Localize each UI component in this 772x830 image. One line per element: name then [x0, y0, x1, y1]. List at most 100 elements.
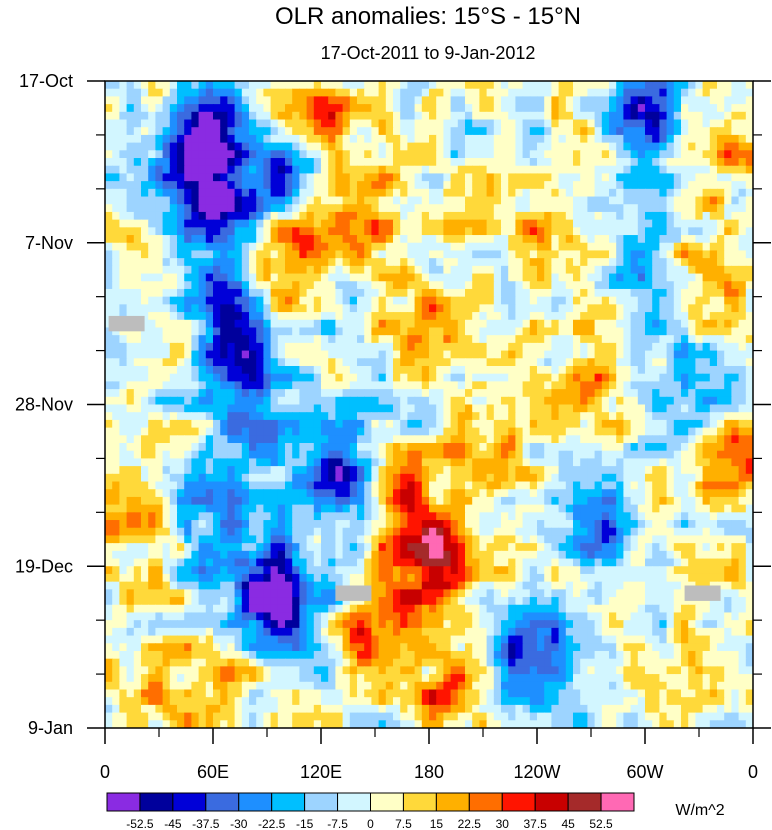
anomaly-cell: [285, 273, 293, 282]
anomaly-cell: [472, 396, 480, 406]
anomaly-cell: [695, 427, 704, 436]
anomaly-cell: [285, 265, 293, 275]
anomaly-cell: [220, 496, 228, 506]
anomaly-cell: [429, 258, 437, 267]
anomaly-cell: [421, 365, 430, 375]
anomaly-cell: [443, 273, 452, 282]
anomaly-cell: [673, 258, 682, 267]
anomaly-cell: [486, 165, 495, 175]
anomaly-cell: [731, 219, 740, 228]
anomaly-cell: [162, 196, 171, 205]
anomaly-cell: [529, 88, 538, 97]
anomaly-cell: [357, 312, 365, 321]
anomaly-cell: [501, 173, 509, 182]
anomaly-cell: [126, 127, 135, 136]
anomaly-cell: [126, 373, 135, 382]
anomaly-cell: [616, 81, 624, 90]
anomaly-cell: [436, 81, 444, 90]
anomaly-cell: [220, 473, 228, 483]
anomaly-cell: [450, 188, 459, 198]
anomaly-cell: [565, 242, 574, 252]
anomaly-cell: [328, 158, 336, 167]
anomaly-cell: [529, 134, 538, 144]
anomaly-cell: [162, 327, 171, 336]
anomaly-cell: [616, 481, 624, 490]
anomaly-cell: [249, 158, 257, 167]
anomaly-cell: [342, 173, 351, 182]
anomaly-cell: [637, 81, 646, 90]
anomaly-cell: [328, 412, 336, 421]
anomaly-cell: [414, 104, 423, 113]
anomaly-cell: [184, 496, 192, 506]
anomaly-cell: [249, 404, 257, 413]
anomaly-cell: [177, 435, 185, 444]
anomaly-cell: [112, 273, 120, 282]
anomaly-cell: [155, 242, 164, 252]
anomaly-cell: [313, 450, 322, 460]
anomaly-cell: [220, 342, 228, 352]
anomaly-cell: [213, 104, 221, 113]
anomaly-cell: [637, 489, 646, 498]
anomaly-cell: [623, 319, 632, 329]
anomaly-cell: [486, 242, 495, 252]
anomaly-cell: [349, 181, 358, 190]
anomaly-cell: [241, 165, 250, 175]
anomaly-cell: [551, 296, 560, 305]
anomaly-cell: [313, 204, 322, 213]
anomaly-cell: [616, 127, 624, 136]
anomaly-cell: [695, 373, 704, 382]
anomaly-cell: [731, 227, 740, 236]
anomaly-cell: [637, 211, 646, 221]
anomaly-cell: [745, 173, 753, 182]
anomaly-cell: [515, 288, 524, 298]
anomaly-cell: [515, 312, 524, 321]
anomaly-cell: [249, 319, 257, 329]
anomaly-cell: [429, 473, 437, 483]
anomaly-cell: [457, 458, 466, 467]
anomaly-cell: [141, 181, 149, 190]
anomaly-cell: [299, 458, 308, 467]
anomaly-cell: [609, 481, 617, 490]
anomaly-cell: [184, 319, 192, 329]
anomaly-cell: [393, 335, 401, 344]
anomaly-cell: [342, 142, 351, 151]
anomaly-cell: [141, 165, 149, 175]
anomaly-cell: [371, 188, 380, 198]
anomaly-cell: [385, 173, 394, 182]
anomaly-cell: [544, 312, 552, 321]
anomaly-cell: [673, 127, 682, 136]
anomaly-cell: [198, 104, 207, 113]
anomaly-cell: [191, 342, 200, 352]
anomaly-cell: [371, 435, 380, 444]
anomaly-cell: [501, 381, 509, 390]
anomaly-cell: [364, 296, 372, 305]
anomaly-cell: [695, 489, 704, 498]
anomaly-cell: [414, 450, 423, 460]
anomaly-cell: [738, 473, 747, 483]
anomaly-cell: [213, 489, 221, 498]
anomaly-cell: [587, 458, 596, 467]
anomaly-cell: [515, 481, 524, 490]
anomaly-cell: [609, 296, 617, 305]
anomaly-cell: [637, 435, 646, 444]
anomaly-cell: [414, 258, 423, 267]
anomaly-cell: [630, 389, 639, 398]
anomaly-cell: [141, 127, 149, 136]
anomaly-cell: [414, 273, 423, 282]
anomaly-cell: [256, 435, 264, 444]
anomaly-cell: [601, 327, 610, 336]
anomaly-cell: [357, 250, 365, 259]
anomaly-cell: [529, 412, 538, 421]
anomaly-cell: [529, 111, 538, 121]
anomaly-cell: [565, 396, 574, 406]
anomaly-cell: [205, 466, 214, 475]
anomaly-cell: [522, 104, 531, 113]
anomaly-cell: [400, 273, 408, 282]
anomaly-cell: [385, 450, 394, 460]
anomaly-cell: [378, 242, 387, 252]
anomaly-cell: [191, 373, 200, 382]
anomaly-cell: [285, 127, 293, 136]
anomaly-cell: [479, 327, 488, 336]
anomaly-cell: [285, 88, 293, 97]
anomaly-cell: [436, 235, 444, 244]
